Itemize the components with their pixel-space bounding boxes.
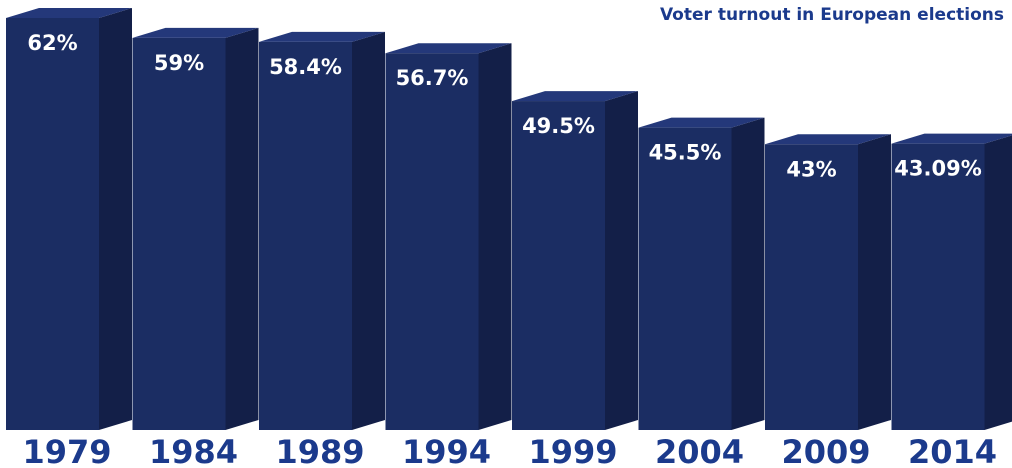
- bar-group-1999: 49.5% 1999: [512, 91, 638, 468]
- bar-top: [891, 133, 1012, 144]
- bar-group-1994: 56.7% 1994: [385, 43, 512, 468]
- bar-top: [6, 8, 132, 18]
- bar-side: [858, 134, 891, 431]
- bar-side: [99, 8, 132, 430]
- x-tick-label: 2014: [908, 433, 997, 468]
- x-tick-label: 2009: [781, 433, 870, 468]
- bar-side: [478, 43, 512, 430]
- bar-top: [512, 91, 638, 102]
- x-tick-label: 1989: [275, 433, 364, 468]
- bar-top: [259, 31, 385, 42]
- bar-top: [132, 27, 259, 38]
- bar-side: [352, 31, 385, 431]
- bar-value-label: 43.09%: [894, 157, 981, 181]
- bar-top: [385, 43, 512, 54]
- bar: [891, 143, 985, 430]
- bar-value-label: 62%: [27, 31, 77, 55]
- x-tick-label: 2004: [655, 433, 744, 468]
- bar-value-label: 59%: [154, 51, 204, 75]
- bar-group-2009: 43% 2009: [765, 134, 891, 468]
- bar-value-label: 49.5%: [522, 114, 595, 138]
- bar-side: [731, 117, 765, 430]
- bar-group-1984: 59% 1984: [132, 27, 259, 468]
- bar-value-label: 43%: [786, 157, 836, 181]
- bar-value-label: 58.4%: [269, 55, 342, 79]
- bar-group-1989: 58.4% 1989: [259, 31, 385, 468]
- bar: [512, 101, 605, 430]
- bar-group-1979: 62% 1979: [6, 8, 132, 468]
- bar: [6, 18, 99, 430]
- bar: [132, 37, 226, 430]
- bar-group-2004: 45.5% 2004: [638, 117, 765, 468]
- bar-side: [605, 91, 638, 430]
- bar-top: [638, 117, 765, 128]
- bar: [765, 144, 858, 431]
- bar: [638, 127, 732, 430]
- bar-side: [984, 135, 1012, 430]
- x-tick-label: 1984: [149, 433, 238, 468]
- x-tick-label: 1999: [528, 433, 617, 468]
- bar: [385, 53, 479, 430]
- bar: [259, 41, 352, 431]
- bar-side: [225, 27, 259, 430]
- x-tick-label: 1994: [402, 433, 491, 468]
- bar-top: [765, 134, 891, 145]
- bar-value-label: 56.7%: [396, 66, 469, 90]
- chart-title: Voter turnout in European elections: [659, 5, 1004, 25]
- bar-group-2014: 43.09% 2014: [891, 133, 1012, 468]
- x-tick-label: 1979: [22, 433, 111, 468]
- bar-value-label: 45.5%: [649, 141, 722, 165]
